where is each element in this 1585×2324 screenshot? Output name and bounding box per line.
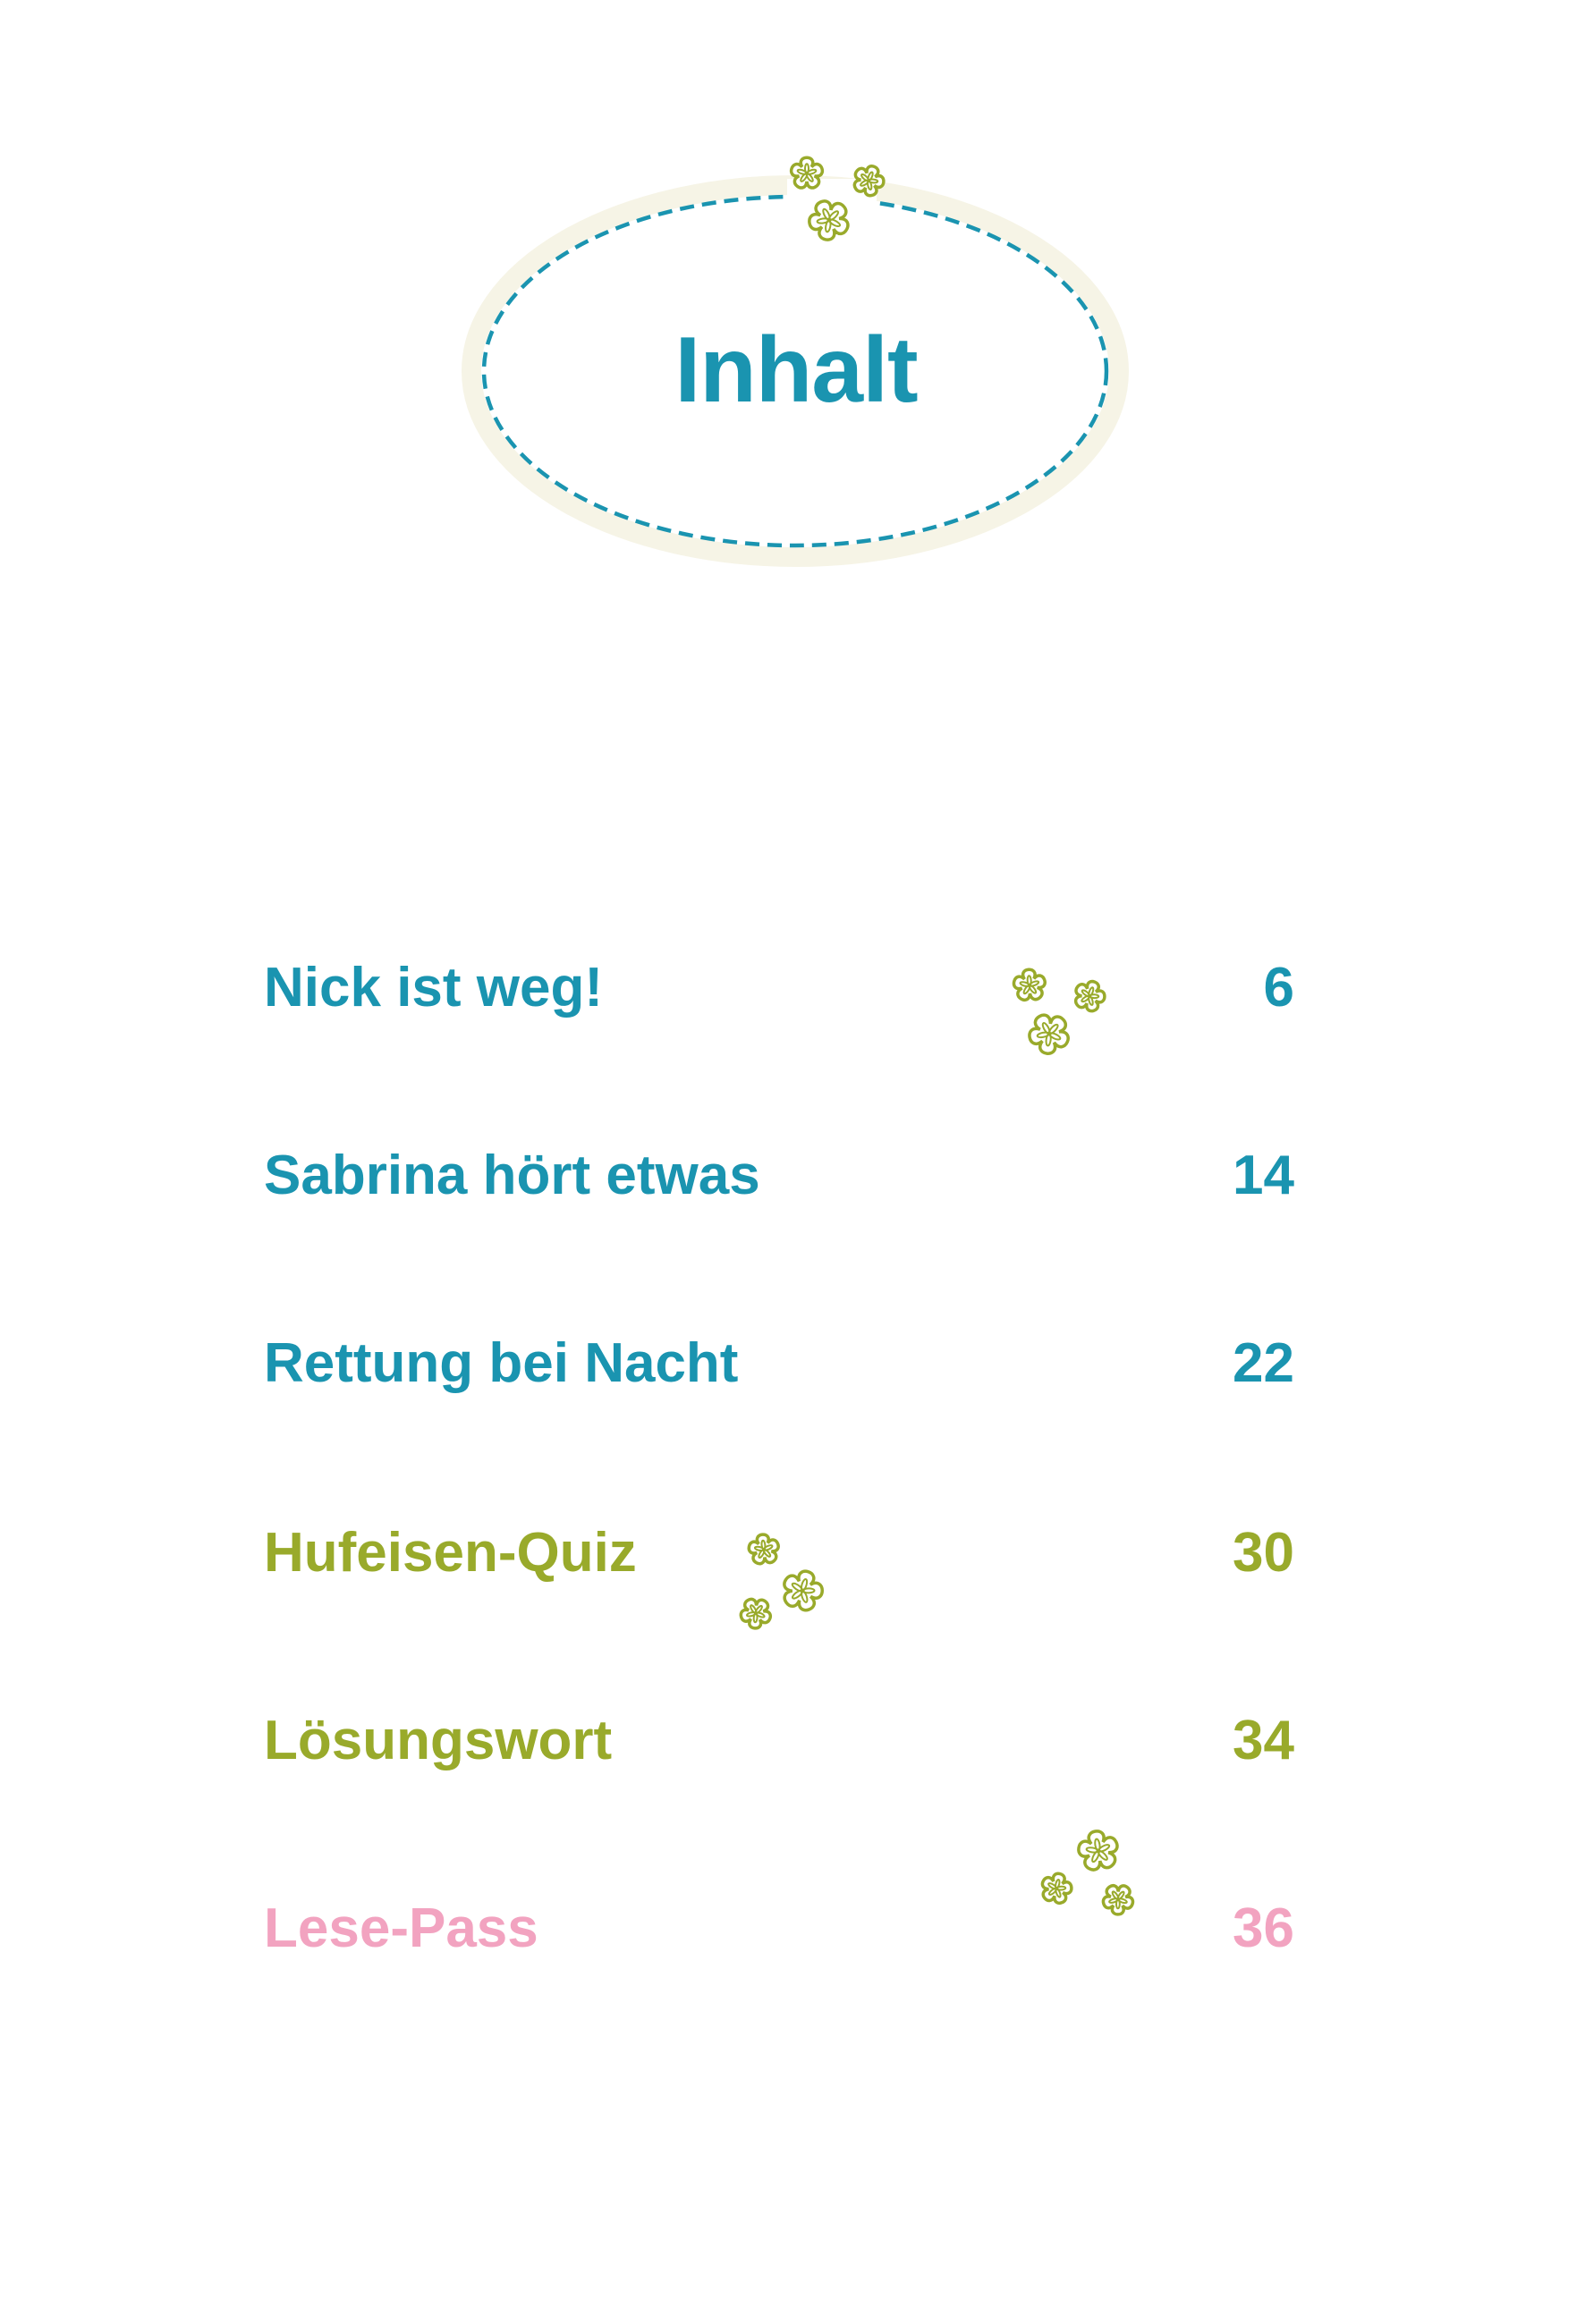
toc-entry-page-number: 6 [1263,957,1294,1018]
flower-outline-icon [1101,1884,1135,1916]
toc-entry[interactable]: Nick ist weg! 6 [264,948,1294,1019]
flower-outline-icon [1077,1830,1119,1872]
toc-entry-page-number: 36 [1233,1897,1294,1959]
page-title: Inhalt [674,318,918,422]
flower-outline-icon [1073,979,1106,1013]
toc-entry-title: Rettung bei Nacht [264,1332,739,1394]
toc-entry[interactable]: Lese-Pass 36 [264,1889,1294,1960]
toc-entry[interactable]: Hufeisen-Quiz 30 [264,1513,1294,1585]
flower-outline-icon [789,156,825,190]
toc-entry-title: Hufeisen-Quiz [264,1522,637,1584]
flower-outline-icon [852,165,886,198]
toc-entry[interactable]: Sabrina hört etwas 14 [264,1136,1294,1207]
flower-outline-icon [1040,1872,1073,1906]
toc-entry[interactable]: Lösungswort 34 [264,1701,1294,1772]
flower-outline-icon [1012,968,1047,1001]
flower-outline-icon [808,199,850,241]
toc-entry-page-number: 30 [1233,1522,1294,1584]
toc-entry-title: Nick ist weg! [264,957,603,1018]
toc-entry-page-number: 22 [1233,1332,1294,1394]
flower-outline-icon [747,1533,780,1566]
toc-entry-page-number: 14 [1233,1145,1294,1206]
toc-entry-title: Lösungswort [264,1710,613,1771]
flower-outline-icon [739,1597,773,1630]
toc-entry-page-number: 34 [1233,1710,1294,1771]
toc-entry[interactable]: Rettung bei Nacht 22 [264,1323,1294,1395]
toc-entry-title: Sabrina hört etwas [264,1145,760,1206]
toc-entry-title: Lese-Pass [264,1897,538,1959]
flower-outline-icon [783,1569,824,1612]
flower-outline-icon [1028,1013,1070,1055]
